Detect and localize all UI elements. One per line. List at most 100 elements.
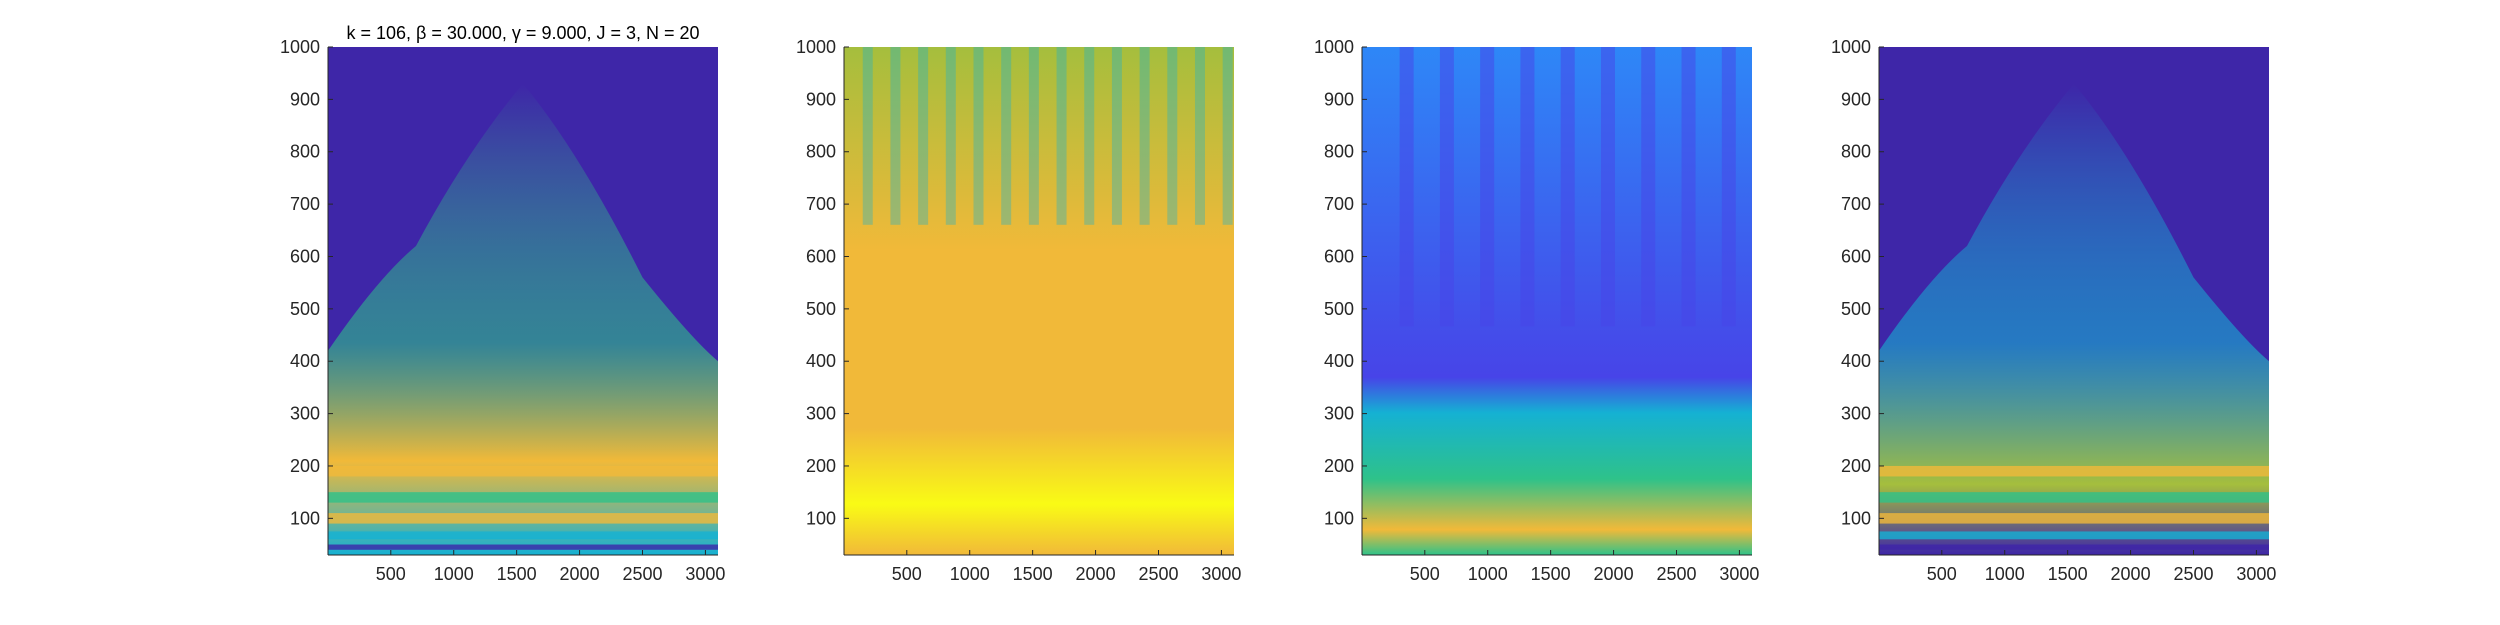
- y-tick-label: 300: [1841, 404, 1871, 424]
- y-tick-label: 200: [806, 456, 836, 476]
- heatmap-streak: [1681, 47, 1696, 327]
- heatmap-streak: [1167, 47, 1178, 225]
- y-tick-label: 800: [290, 142, 320, 162]
- y-tick-label: 800: [806, 142, 836, 162]
- x-tick-label: 1500: [497, 564, 537, 584]
- heatmap-band: [328, 531, 718, 540]
- y-tick-label: 600: [806, 246, 836, 266]
- heatmap-streak: [862, 47, 873, 225]
- y-tick-label: 500: [806, 299, 836, 319]
- x-tick-label: 2500: [2173, 564, 2213, 584]
- y-tick-label: 300: [806, 404, 836, 424]
- heatmap-streak: [1028, 47, 1039, 225]
- y-tick-label: 300: [290, 404, 320, 424]
- heatmap-band: [328, 513, 718, 524]
- heatmap-streak: [1001, 47, 1012, 225]
- x-tick-label: 500: [1410, 564, 1440, 584]
- y-tick-label: 400: [806, 351, 836, 371]
- x-tick-label: 1000: [1985, 564, 2025, 584]
- y-tick-label: 600: [1324, 246, 1354, 266]
- heatmap-band: [1879, 492, 2269, 503]
- y-tick-label: 1000: [796, 37, 836, 57]
- heatmap-streak: [1084, 47, 1095, 225]
- heatmap-streak: [1480, 47, 1495, 327]
- y-tick-label: 100: [1324, 508, 1354, 528]
- heatmap-streak: [1600, 47, 1615, 327]
- x-tick-label: 3000: [1719, 564, 1759, 584]
- heatmap-streak: [1721, 47, 1736, 327]
- heatmap-streak: [918, 47, 929, 225]
- heatmap-streak: [1399, 47, 1414, 327]
- panel-2: 100 200 300 400 500 600 700 800 900 1000 500 1000 15…: [796, 37, 1241, 584]
- x-tick-label: 1500: [1531, 564, 1571, 584]
- x-tick-label: 1000: [950, 564, 990, 584]
- x-tick-label: 2500: [1656, 564, 1696, 584]
- y-tick-label: 100: [806, 508, 836, 528]
- y-tick-label: 400: [1841, 351, 1871, 371]
- y-tick-label: 900: [290, 89, 320, 109]
- heatmap-streak: [890, 47, 901, 225]
- x-tick-label: 1500: [2048, 564, 2088, 584]
- heatmap-field: [844, 47, 1234, 555]
- heatmap-streak: [1056, 47, 1067, 225]
- heatmap-band: [328, 492, 718, 503]
- y-tick-label: 1000: [1314, 37, 1354, 57]
- x-tick-label: 2000: [560, 564, 600, 584]
- y-tick-label: 1000: [280, 37, 320, 57]
- y-tick-label: 200: [290, 456, 320, 476]
- heatmap-energy-region: [328, 83, 718, 555]
- x-tick-label: 3000: [2236, 564, 2276, 584]
- x-tick-label: 2500: [1138, 564, 1178, 584]
- x-tick-label: 3000: [1201, 564, 1241, 584]
- x-tick-label: 2000: [1594, 564, 1634, 584]
- x-tick-label: 2000: [2111, 564, 2151, 584]
- heatmap-streak: [1641, 47, 1656, 327]
- heatmap-streak: [1111, 47, 1122, 225]
- y-tick-label: 500: [1324, 299, 1354, 319]
- x-tick-label: 2000: [1076, 564, 1116, 584]
- heatmap-streak: [1222, 47, 1233, 225]
- y-tick-label: 900: [1324, 89, 1354, 109]
- heatmap-band: [1879, 513, 2269, 524]
- y-tick-label: 100: [290, 508, 320, 528]
- heatmap-band: [328, 544, 718, 550]
- heatmap-band: [328, 465, 718, 477]
- x-tick-label: 1000: [1468, 564, 1508, 584]
- x-tick-label: 500: [1927, 564, 1957, 584]
- panel-4: 100 200 300 400 500 600 700 800 900 1000 500 1000 15…: [1831, 37, 2276, 584]
- y-tick-label: 600: [1841, 246, 1871, 266]
- x-tick-label: 2500: [622, 564, 662, 584]
- x-tick-label: 3000: [685, 564, 725, 584]
- y-tick-label: 200: [1324, 456, 1354, 476]
- y-tick-label: 600: [290, 246, 320, 266]
- heatmap-streak: [1520, 47, 1535, 327]
- heatmap-streak: [1194, 47, 1205, 225]
- y-tick-label: 700: [806, 194, 836, 214]
- heatmap-band: [1879, 465, 2269, 477]
- x-tick-label: 500: [892, 564, 922, 584]
- y-tick-label: 900: [1841, 89, 1871, 109]
- y-tick-label: 300: [1324, 404, 1354, 424]
- panel-title: k = 106, β = 30.000, γ = 9.000, J = 3, N…: [346, 23, 699, 43]
- x-tick-label: 1000: [434, 564, 474, 584]
- y-tick-label: 900: [806, 89, 836, 109]
- heatmap-streak: [945, 47, 956, 225]
- y-tick-label: 100: [1841, 508, 1871, 528]
- y-tick-label: 1000: [1831, 37, 1871, 57]
- y-tick-label: 700: [1324, 194, 1354, 214]
- y-tick-label: 700: [1841, 194, 1871, 214]
- heatmap-band: [1879, 544, 2269, 550]
- y-tick-label: 800: [1841, 142, 1871, 162]
- y-tick-label: 500: [1841, 299, 1871, 319]
- heatmap-streak: [973, 47, 984, 225]
- panel-3: 100 200 300 400 500 600 700 800 900 1000 500 1000 15…: [1314, 37, 1759, 584]
- y-tick-label: 200: [1841, 456, 1871, 476]
- y-tick-label: 400: [1324, 351, 1354, 371]
- heatmap-band: [1879, 531, 2269, 540]
- y-tick-label: 500: [290, 299, 320, 319]
- heatmap-streak: [1439, 47, 1454, 327]
- y-tick-label: 800: [1324, 142, 1354, 162]
- heatmap-streak: [1139, 47, 1150, 225]
- x-tick-label: 1500: [1013, 564, 1053, 584]
